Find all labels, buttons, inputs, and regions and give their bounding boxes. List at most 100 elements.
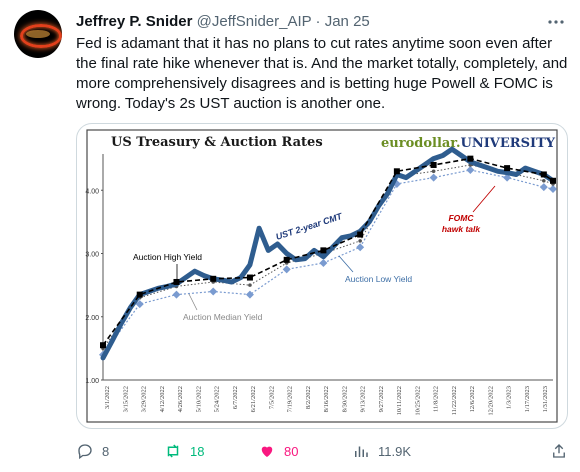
x-tick-label: 7/5/2022: [268, 386, 275, 409]
x-tick-label: 9/27/2022: [378, 386, 385, 412]
annotation-hawk-talk: hawk talk: [442, 224, 482, 234]
auction-high-yield-point: [430, 161, 437, 168]
auction-low-yield-point: [282, 265, 291, 274]
x-tick-label: 11/8/2022: [433, 386, 440, 412]
like-count: 80: [284, 443, 299, 459]
x-tick-label: 3/29/2022: [141, 386, 148, 412]
x-tick-label: 6/21/2022: [250, 386, 257, 412]
tweet-actions: 8 18 80 11.9K: [76, 440, 568, 462]
annotation-auction-high-yield: Auction High Yield: [133, 252, 202, 262]
auction-high-yield-point: [210, 275, 217, 282]
tweet-header: Jeffrey P. Snider @JeffSnider_AIP · Jan …: [76, 12, 370, 32]
auction-high-yield-point: [100, 342, 106, 349]
y-tick-label: 1.00: [85, 378, 99, 385]
tweet-media-chart[interactable]: US Treasury & Auction Rates eurodollar.UN…: [76, 123, 568, 429]
auction-low-yield-point: [319, 259, 328, 267]
x-tick-label: 5/24/2022: [214, 386, 221, 412]
header-separator: ·: [315, 13, 321, 30]
tweet-date[interactable]: Jan 25: [324, 13, 370, 30]
series-auction-high-yield-line: [102, 157, 554, 346]
x-tick-label: 3/1/2022: [104, 386, 111, 409]
auction-high-yield-point: [540, 171, 547, 178]
x-tick-label: 8/30/2022: [341, 386, 348, 412]
annotation-auction-median-yield: Auction Median Yield: [183, 312, 263, 322]
auction-low-yield-point: [503, 173, 512, 182]
auction-median-yield-point: [542, 178, 546, 183]
x-tick-label: 10/11/2022: [396, 386, 403, 415]
x-tick-label: 1/3/2023: [506, 386, 513, 409]
auction-high-yield-point: [504, 165, 511, 172]
x-tick-label: 3/15/2022: [122, 386, 129, 412]
y-tick-label: 3.00: [85, 252, 99, 259]
tweet-text: Fed is adamant that it has no plans to c…: [76, 35, 568, 112]
auction-low-yield-point: [429, 173, 438, 182]
auction-low-yield-point: [135, 300, 144, 309]
brand-logo: eurodollar.UNIVERSITY: [381, 136, 556, 151]
auction-median-yield-point: [431, 169, 436, 174]
auction-high-yield-point: [550, 177, 556, 184]
auction-high-yield-point: [393, 168, 400, 175]
y-tick-label: 2.00: [85, 315, 99, 322]
auction-high-yield-point: [283, 256, 290, 263]
views-button[interactable]: 11.9K: [352, 440, 411, 462]
annotation-median-yield-leader: [188, 293, 198, 311]
annotation-low-yield-leader: [338, 255, 354, 273]
x-tick-label: 1/31/2023: [542, 386, 549, 412]
chart-title: US Treasury & Auction Rates: [111, 135, 323, 150]
x-tick-label: 10/25/2022: [414, 386, 421, 416]
auction-high-yield-point: [173, 278, 180, 285]
like-button[interactable]: 80: [258, 440, 298, 462]
auction-high-yield-point: [467, 155, 474, 162]
auction-median-yield-point: [358, 239, 362, 243]
heart-icon: [261, 446, 273, 457]
views-chart-icon: [355, 446, 368, 457]
share-icon: [553, 444, 565, 458]
x-tick-label: 8/16/2022: [323, 386, 330, 412]
x-tick-label: 1/17/2023: [524, 386, 531, 412]
avatar[interactable]: [14, 10, 62, 58]
auction-high-yield-point: [320, 247, 327, 254]
auction-low-yield-point: [539, 183, 548, 192]
author-handle[interactable]: @JeffSnider_AIP: [196, 13, 312, 30]
avatar-ring-graphic: [20, 24, 62, 48]
retweet-count: 18: [190, 443, 205, 459]
auction-low-yield-point: [549, 185, 557, 194]
y-tick-label: 4.00: [85, 188, 99, 195]
auction-low-yield-point: [356, 243, 365, 252]
x-tick-label: 8/2/2022: [305, 386, 312, 409]
retweet-icon: [167, 444, 179, 458]
x-tick-label: 4/12/2022: [159, 386, 166, 412]
auction-median-yield-point: [248, 283, 252, 287]
x-tick-label: 11/22/2022: [451, 386, 458, 415]
x-tick-label: 9/13/2022: [360, 386, 367, 412]
chart-frame: [86, 129, 558, 423]
reply-button[interactable]: 8: [76, 440, 109, 462]
auction-low-yield-point: [172, 290, 181, 299]
share-button[interactable]: [550, 440, 576, 462]
retweet-button[interactable]: 18: [164, 440, 204, 462]
auction-high-yield-point: [246, 274, 253, 281]
annotation-fomc-leader: [472, 185, 496, 213]
views-count: 11.9K: [378, 443, 412, 459]
auction-high-yield-point: [357, 231, 364, 238]
auction-low-yield-point: [209, 287, 218, 296]
avatar-glow-graphic: [26, 30, 50, 38]
x-tick-label: 5/10/2022: [195, 386, 202, 412]
chart-svg: US Treasury & Auction Rates eurodollar.UN…: [85, 129, 558, 423]
auction-low-yield-point: [466, 166, 475, 175]
x-tick-label: 7/19/2022: [287, 386, 294, 412]
author-name[interactable]: Jeffrey P. Snider: [76, 13, 193, 30]
x-tick-label: 12/20/2022: [487, 386, 494, 416]
series-auction-low-yield-line: [102, 169, 554, 356]
x-tick-label: 4/26/2022: [177, 386, 184, 412]
annotation-fomc: FOMC: [448, 213, 474, 223]
annotation-auction-low-yield: Auction Low Yield: [345, 274, 412, 284]
x-tick-label: 6/7/2022: [232, 386, 239, 409]
x-tick-label: 12/6/2022: [469, 386, 476, 412]
reply-icon: [78, 444, 92, 460]
auction-low-yield-point: [245, 290, 254, 299]
reply-count: 8: [102, 443, 110, 459]
more-horizontal-icon[interactable]: [546, 12, 566, 32]
auction-high-yield-point: [136, 291, 143, 298]
